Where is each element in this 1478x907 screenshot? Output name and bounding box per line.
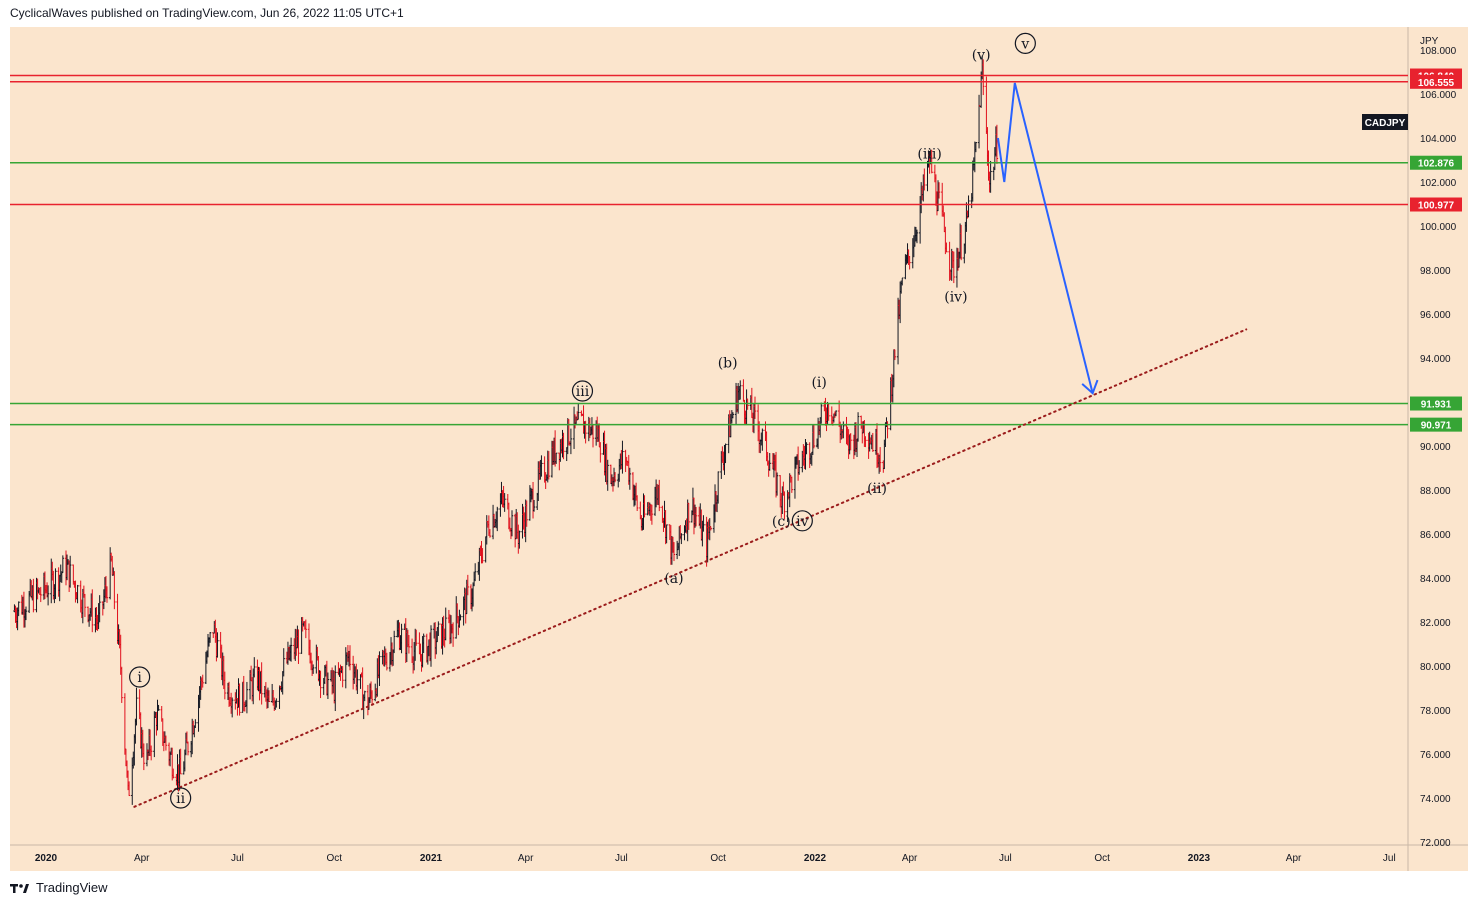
level-badge-label: 102.876 [1418,159,1455,170]
y-tick-label: 82.000 [1420,618,1451,629]
wave-label-i: (i) [811,375,826,391]
y-tick-label: 96.000 [1420,310,1451,321]
x-tick-label: 2022 [804,853,827,864]
wave-label-circle [1014,32,1036,55]
wave-label-circle [791,510,813,532]
support-trendline[interactable] [133,328,1248,808]
x-tick-label: 2020 [35,853,58,864]
x-tick-label: Apr [1286,853,1302,864]
wave-label-circle [571,380,594,402]
level-badge-106.555 [1410,74,1462,89]
trendline-layer [133,328,1248,808]
x-tick-label: 2021 [420,853,443,864]
x-axis-ticks: 2020 Apr Jul Oct 2021 Apr Jul Oct 2022 Apr Jul Oct 2… [35,853,1396,864]
projection-layer [996,82,1099,395]
level-badge-label: 106.555 [1418,78,1455,89]
y-tick-label: 106.000 [1420,90,1457,101]
footer-brand-label: TradingView [36,880,108,895]
symbol-badge [1362,114,1408,130]
x-tick-label: Jul [1383,853,1396,864]
level-badge-label: 91.931 [1421,400,1452,411]
wave-label-i: i [137,670,142,686]
x-tick-label: Jul [999,853,1012,864]
wave-label-v: v [1020,36,1029,52]
y-tick-label: 88.000 [1420,486,1451,497]
currency-label: JPY [1420,36,1439,47]
x-tick-label: 2023 [1188,853,1211,864]
y-tick-label: 90.000 [1420,442,1451,453]
price-axis-background[interactable] [1408,27,1468,845]
y-tick-label: 108.000 [1420,46,1457,57]
y-tick-label: 104.000 [1420,134,1457,145]
y-tick-label: 86.000 [1420,530,1451,541]
x-tick-label: Apr [518,853,534,864]
level-badge-91.931 [1410,396,1462,411]
plot-background [10,27,1408,845]
footer-brand[interactable]: TradingView [10,880,108,895]
x-tick-label: Oct [710,853,726,864]
candles-layer [13,55,999,805]
levels-layer [10,74,1408,426]
time-axis-background[interactable] [10,845,1468,871]
level-badges-layer: 106.840106.555102.876100.97791.93190.971… [1362,68,1462,432]
wave-label-c: (c) [772,514,791,530]
level-badge-100.977 [1410,197,1462,212]
wave-label-v: (v) [972,47,991,63]
wave-label-iii: iii [576,384,590,400]
y-tick-label: 98.000 [1420,266,1451,277]
projection-arrowhead [1081,379,1099,395]
level-badge-label: 100.977 [1418,201,1455,212]
y-tick-label: 74.000 [1420,794,1451,805]
x-tick-label: Oct [326,853,342,864]
x-tick-label: Jul [615,853,628,864]
y-tick-label: 72.000 [1420,838,1451,849]
y-tick-label: 94.000 [1420,354,1451,365]
wave-label-a: (a) [664,571,683,587]
symbol-badge-label: CADJPY [1365,118,1406,129]
wave-label-b: (b) [718,355,738,371]
wave-label-ii: ii [176,791,185,807]
projection-path[interactable] [996,82,1094,394]
y-tick-label: 102.000 [1420,178,1457,189]
level-badge-102.876 [1410,155,1462,170]
y-tick-label: 100.000 [1420,222,1457,233]
x-tick-label: Oct [1094,853,1110,864]
x-tick-label: Apr [902,853,918,864]
wave-label-iv: (iv) [944,289,967,305]
wave-label-circle [170,787,192,809]
x-tick-label: Apr [134,853,150,864]
attribution-text: CyclicalWaves published on TradingView.c… [10,6,404,20]
y-tick-label: 76.000 [1420,750,1451,761]
wave-label-iii: (iii) [917,146,941,162]
tradingview-logo-icon [10,883,29,893]
wave-label-iv: iv [796,514,808,530]
x-tick-label: Jul [231,853,244,864]
y-axis-ticks: 108.000 106.000 104.000 102.000 100.000 98.00… [1420,46,1457,849]
level-badge-label: 90.971 [1421,421,1452,432]
level-badge-90.971 [1410,417,1462,432]
y-tick-label: 84.000 [1420,574,1451,585]
y-tick-label: 78.000 [1420,706,1451,717]
wave-label-ii: (ii) [867,481,887,497]
wave-label-circle [129,666,151,688]
y-tick-label: 80.000 [1420,662,1451,673]
